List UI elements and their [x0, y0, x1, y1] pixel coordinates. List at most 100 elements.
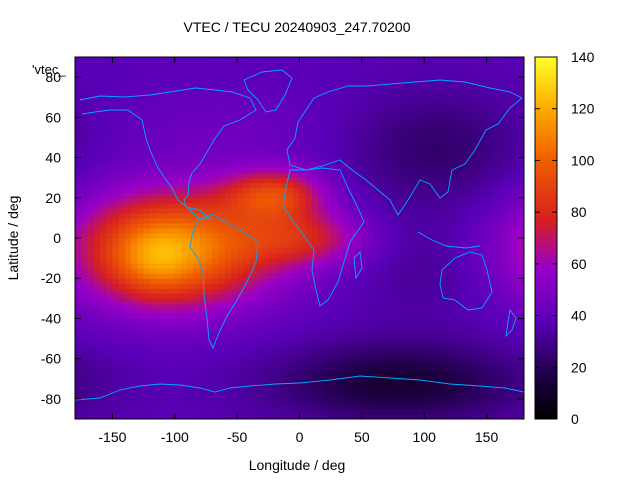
heatmap-cell	[361, 137, 369, 144]
heatmap-cell	[268, 82, 276, 88]
heatmap-cell	[262, 232, 269, 239]
heatmap-cell	[268, 343, 276, 350]
heatmap-cell	[386, 283, 394, 289]
heatmap-cell	[268, 97, 276, 103]
heatmap-cell	[230, 373, 238, 380]
heatmap-cell	[187, 378, 195, 385]
heatmap-cell	[112, 258, 120, 264]
heatmap-cell	[149, 358, 157, 365]
heatmap-cell	[368, 283, 375, 289]
heatmap-cell	[449, 217, 457, 224]
heatmap-cell	[380, 258, 388, 264]
heatmap-cell	[436, 338, 444, 345]
heatmap-cell	[305, 258, 313, 264]
heatmap-cell	[424, 298, 432, 304]
heatmap-cell	[187, 112, 195, 118]
heatmap-cell	[112, 197, 120, 204]
heatmap-cell	[386, 263, 394, 269]
heatmap-cell	[436, 263, 444, 269]
heatmap-cell	[131, 373, 138, 380]
heatmap-cell	[193, 278, 201, 284]
heatmap-cell	[230, 333, 238, 340]
heatmap-cell	[168, 137, 176, 144]
heatmap-cell	[299, 278, 307, 284]
heatmap-cell	[336, 102, 344, 108]
heatmap-cell	[349, 212, 357, 219]
heatmap-cell	[199, 222, 207, 229]
heatmap-cell	[343, 398, 350, 405]
heatmap-cell	[480, 217, 488, 224]
heatmap-cell	[499, 268, 506, 274]
heatmap-cell	[174, 92, 182, 98]
heatmap-cell	[168, 117, 176, 123]
heatmap-cell	[237, 288, 244, 294]
heatmap-cell	[449, 202, 457, 209]
heatmap-cell	[87, 368, 95, 375]
heatmap-cell	[81, 162, 89, 169]
heatmap-cell	[156, 202, 163, 209]
heatmap-cell	[280, 393, 288, 400]
heatmap-cell	[75, 147, 82, 154]
heatmap-cell	[386, 338, 394, 345]
heatmap-cell	[424, 222, 432, 229]
heatmap-cell	[318, 162, 326, 169]
heatmap-cell	[393, 283, 400, 289]
heatmap-cell	[467, 303, 475, 309]
heatmap-cell	[474, 278, 481, 284]
heatmap-cell	[474, 353, 481, 360]
heatmap-cell	[181, 288, 188, 294]
heatmap-cell	[274, 62, 282, 68]
heatmap-cell	[311, 363, 319, 370]
heatmap-cell	[137, 117, 145, 123]
heatmap-cell	[399, 157, 407, 164]
heatmap-cell	[243, 358, 251, 365]
heatmap-cell	[149, 62, 157, 68]
heatmap-cell	[181, 313, 188, 320]
heatmap-cell	[224, 217, 232, 224]
heatmap-cell	[399, 162, 407, 169]
heatmap-cell	[449, 338, 457, 345]
heatmap-cell	[218, 72, 226, 78]
heatmap-cell	[212, 308, 220, 315]
heatmap-cell	[224, 172, 232, 179]
heatmap-cell	[255, 358, 263, 365]
heatmap-cell	[118, 102, 126, 108]
heatmap-cell	[442, 283, 450, 289]
heatmap-cell	[430, 343, 438, 350]
heatmap-cell	[187, 212, 195, 219]
heatmap-cell	[193, 243, 201, 249]
heatmap-cell	[299, 107, 307, 113]
heatmap-cell	[143, 122, 151, 128]
heatmap-cell	[168, 162, 176, 169]
heatmap-cell	[380, 253, 388, 259]
heatmap-cell	[467, 207, 475, 214]
heatmap-cell	[293, 72, 301, 78]
heatmap-cell	[393, 303, 400, 309]
heatmap-cell	[455, 283, 463, 289]
heatmap-cell	[274, 127, 282, 134]
heatmap-cell	[137, 167, 145, 174]
heatmap-cell	[386, 132, 394, 139]
heatmap-cell	[287, 102, 294, 108]
heatmap-cell	[324, 393, 332, 400]
heatmap-cell	[181, 172, 188, 179]
heatmap-cell	[280, 348, 288, 355]
heatmap-cell	[380, 187, 388, 194]
heatmap-cell	[386, 227, 394, 234]
heatmap-cell	[480, 373, 488, 380]
heatmap-cell	[149, 278, 157, 284]
heatmap-cell	[343, 92, 350, 98]
heatmap-cell	[486, 102, 494, 108]
heatmap-cell	[305, 288, 313, 294]
heatmap-cell	[405, 408, 413, 415]
heatmap-cell	[99, 348, 107, 355]
heatmap-cell	[336, 182, 344, 189]
heatmap-cell	[355, 323, 363, 330]
heatmap-cell	[380, 207, 388, 214]
heatmap-cell	[305, 353, 313, 360]
heatmap-cell	[287, 348, 294, 355]
heatmap-cell	[99, 202, 107, 209]
heatmap-cell	[330, 378, 338, 385]
heatmap-cell	[137, 147, 145, 154]
